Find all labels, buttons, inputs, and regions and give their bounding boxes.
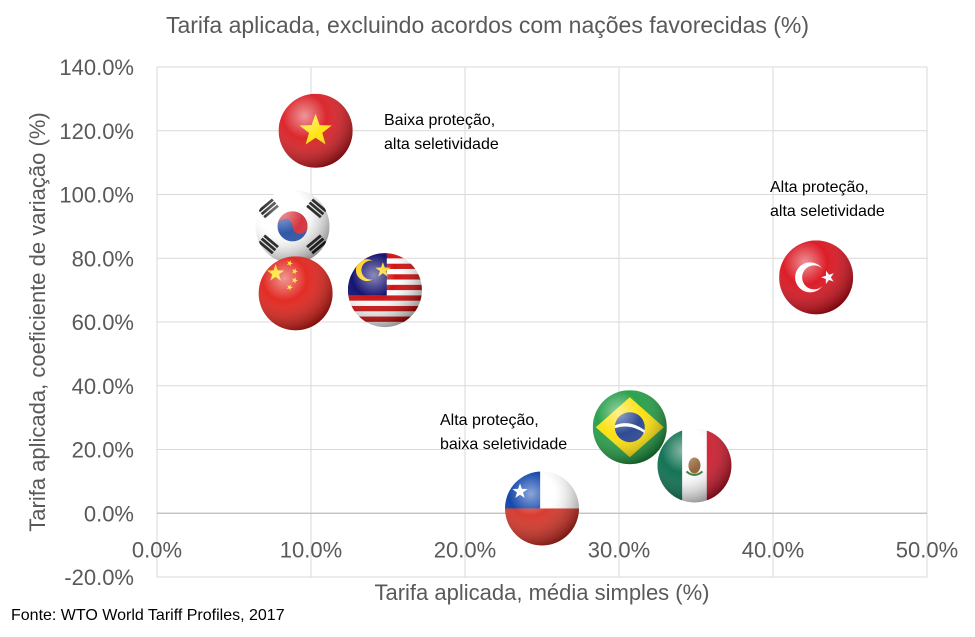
y-tick-label: 120.0% xyxy=(59,119,134,144)
y-tick-label: -20.0% xyxy=(64,565,134,590)
x-tick-label: 10.0% xyxy=(280,537,342,562)
point-china-flag-icon xyxy=(258,256,333,331)
chart-title: Tarifa aplicada, excluindo acordos com n… xyxy=(165,12,810,38)
source-note: Fonte: WTO World Tariff Profiles, 2017 xyxy=(11,607,285,624)
y-tick-label: 40.0% xyxy=(72,374,134,399)
point-malaysia-flag-icon xyxy=(347,253,422,328)
annotation-high-protection-low-selectivity: Alta proteção, baixa seletividade xyxy=(440,412,568,453)
point-brazil-flag-icon xyxy=(592,390,667,465)
x-tick-label: 30.0% xyxy=(588,537,650,562)
point-turkey-flag-icon xyxy=(779,240,854,315)
annotation-low-protection-high-selectivity: Baixa proteção, alta seletividade xyxy=(384,112,499,153)
y-tick-label: 0.0% xyxy=(84,501,134,526)
point-chile-flag-icon xyxy=(505,471,579,546)
x-tick-label: 20.0% xyxy=(434,537,496,562)
y-tick-label: 140.0% xyxy=(59,55,134,80)
x-tick-label: 50.0% xyxy=(896,537,958,562)
y-tick-label: 100.0% xyxy=(59,183,134,208)
tick-labels: -20.0% 0.0% 20.0% 40.0% 60.0% 80.0% 100.0% 120.… xyxy=(59,55,958,590)
x-axis-label: Tarifa aplicada, média simples (%) xyxy=(374,580,710,605)
data-points xyxy=(255,93,854,546)
y-tick-label: 60.0% xyxy=(72,310,134,335)
y-axis-label: Tarifa aplicada, coeficiente de variação… xyxy=(25,112,50,532)
annotation-high-protection-high-selectivity: Alta proteção, alta seletividade xyxy=(770,179,885,220)
point-south-korea-flag-icon xyxy=(255,189,330,264)
x-tick-label: 0.0% xyxy=(132,537,182,562)
y-tick-label: 80.0% xyxy=(72,246,134,271)
x-tick-label: 40.0% xyxy=(742,537,804,562)
point-mexico-flag-icon xyxy=(657,428,732,503)
point-vietnam-flag-icon xyxy=(278,93,353,168)
y-tick-label: 20.0% xyxy=(72,438,134,463)
